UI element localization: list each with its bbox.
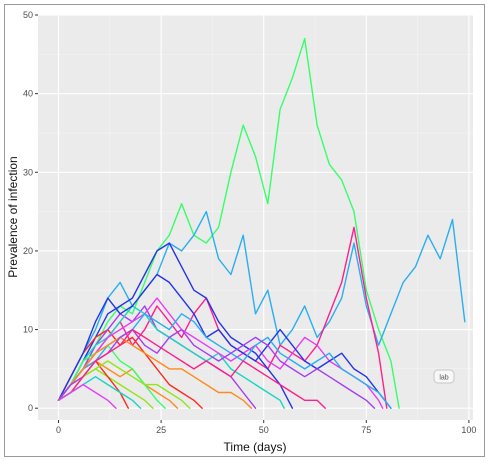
y-tick-label: 40: [23, 89, 33, 99]
x-axis-label: Time (days): [224, 440, 287, 454]
y-tick-label: 20: [23, 246, 33, 256]
plot-panel: [38, 15, 473, 420]
series-line-12: [57, 273, 392, 409]
lab-badge-label: lab: [439, 375, 448, 382]
x-tick-label: 25: [156, 425, 166, 435]
x-tick-label: 75: [361, 425, 371, 435]
series-line-2: [57, 210, 466, 401]
series-line-1: [57, 37, 400, 409]
series-lines: [57, 37, 466, 409]
series-line-20: [57, 383, 117, 409]
series-line-18: [57, 328, 326, 409]
series-line-16: [57, 328, 376, 409]
x-tick-label: 100: [461, 425, 476, 435]
series-line-15: [57, 336, 253, 409]
y-axis-ticks: 0 10 20 30 40 50: [23, 10, 38, 413]
y-tick-label: 30: [23, 167, 33, 177]
series-line-4: [57, 242, 294, 409]
series-line-11: [57, 344, 166, 409]
x-axis-ticks: 0 25 50 75 100: [56, 420, 476, 435]
y-tick-label: 50: [23, 10, 33, 20]
series-line-9: [57, 305, 285, 409]
y-axis-label: Prevalence of infection: [6, 156, 20, 277]
x-tick-label: 0: [56, 425, 61, 435]
y-tick-label: 0: [28, 403, 33, 413]
y-tick-label: 10: [23, 325, 33, 335]
x-tick-label: 50: [259, 425, 269, 435]
lab-badge[interactable]: lab: [433, 369, 455, 384]
